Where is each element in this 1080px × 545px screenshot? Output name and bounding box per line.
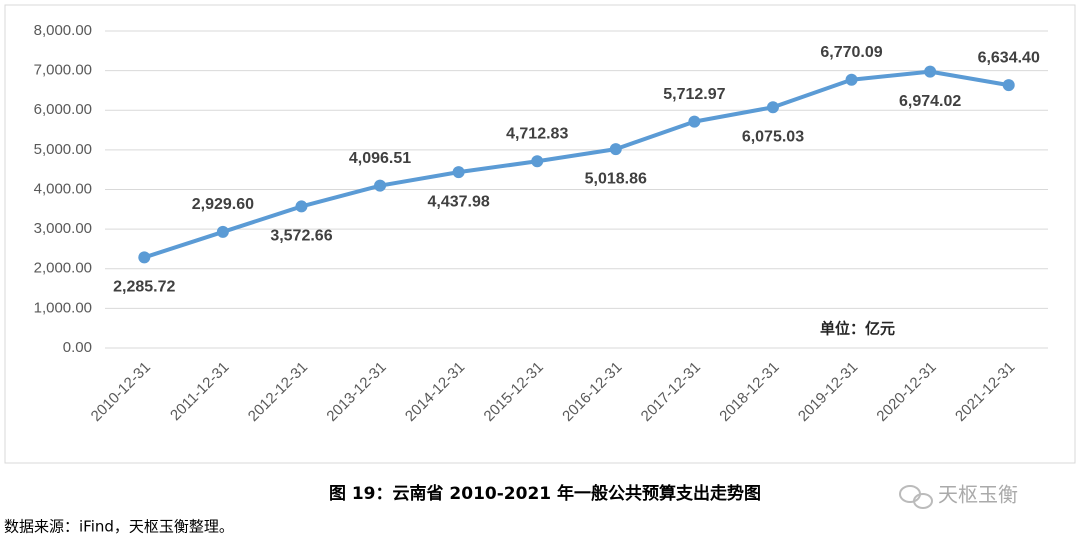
data-label: 6,075.03 <box>742 128 804 145</box>
chart-frame <box>4 4 1076 464</box>
x-tick-label: 2021-12-31 <box>952 359 1018 425</box>
y-tick-label: 2,000.00 <box>34 260 92 277</box>
data-point <box>216 225 229 238</box>
y-tick-label: 6,000.00 <box>34 101 92 118</box>
x-tick-label: 2020-12-31 <box>873 359 939 425</box>
data-label: 5,018.86 <box>585 170 647 187</box>
data-point <box>374 179 387 192</box>
data-label: 5,712.97 <box>663 86 725 103</box>
x-tick-label: 2015-12-31 <box>481 359 547 425</box>
data-label: 6,634.40 <box>978 49 1040 66</box>
data-label: 2,929.60 <box>192 196 254 213</box>
data-label: 4,712.83 <box>506 125 568 142</box>
y-tick-label: 7,000.00 <box>34 62 92 79</box>
y-tick-label: 4,000.00 <box>34 180 92 197</box>
watermark: 天枢玉衡 <box>938 483 1018 507</box>
x-tick-label: 2010-12-31 <box>88 359 154 425</box>
caption: 图 19：云南省 2010-2021 年一般公共预算支出走势图 <box>329 483 761 504</box>
data-label: 4,437.98 <box>427 193 489 210</box>
data-point <box>688 115 701 128</box>
data-label: 6,770.09 <box>820 44 882 61</box>
x-tick-label: 2018-12-31 <box>716 359 782 425</box>
y-tick-label: 8,000.00 <box>34 22 92 39</box>
data-label: 2,285.72 <box>113 279 175 296</box>
data-label: 6,974.02 <box>899 93 961 110</box>
data-point <box>295 200 308 213</box>
data-label: 4,096.51 <box>349 150 411 167</box>
unit-annotation: 单位：亿元 <box>820 320 895 338</box>
data-point <box>845 73 858 86</box>
data-label: 3,572.66 <box>270 228 332 245</box>
data-point <box>609 143 622 156</box>
data-point <box>1002 79 1015 92</box>
x-tick-label: 2017-12-31 <box>638 359 704 425</box>
y-tick-label: 0.00 <box>63 339 92 356</box>
data-point <box>531 155 544 168</box>
y-tick-label: 3,000.00 <box>34 220 92 237</box>
x-tick-label: 2016-12-31 <box>559 359 625 425</box>
x-tick-label: 2019-12-31 <box>795 359 861 425</box>
x-tick-label: 2013-12-31 <box>323 359 389 425</box>
x-tick-label: 2014-12-31 <box>402 359 468 425</box>
watermark-icon <box>899 485 933 509</box>
y-tick-label: 5,000.00 <box>34 141 92 158</box>
x-tick-label: 2012-12-31 <box>245 359 311 425</box>
y-tick-label: 1,000.00 <box>34 299 92 316</box>
source-note: 数据来源：iFind，天枢玉衡整理。 <box>4 518 234 536</box>
data-point <box>766 101 779 114</box>
data-line <box>143 69 1010 260</box>
data-point <box>138 251 151 264</box>
data-point <box>452 166 465 179</box>
x-tick-label: 2011-12-31 <box>167 359 232 424</box>
data-point <box>924 65 937 78</box>
